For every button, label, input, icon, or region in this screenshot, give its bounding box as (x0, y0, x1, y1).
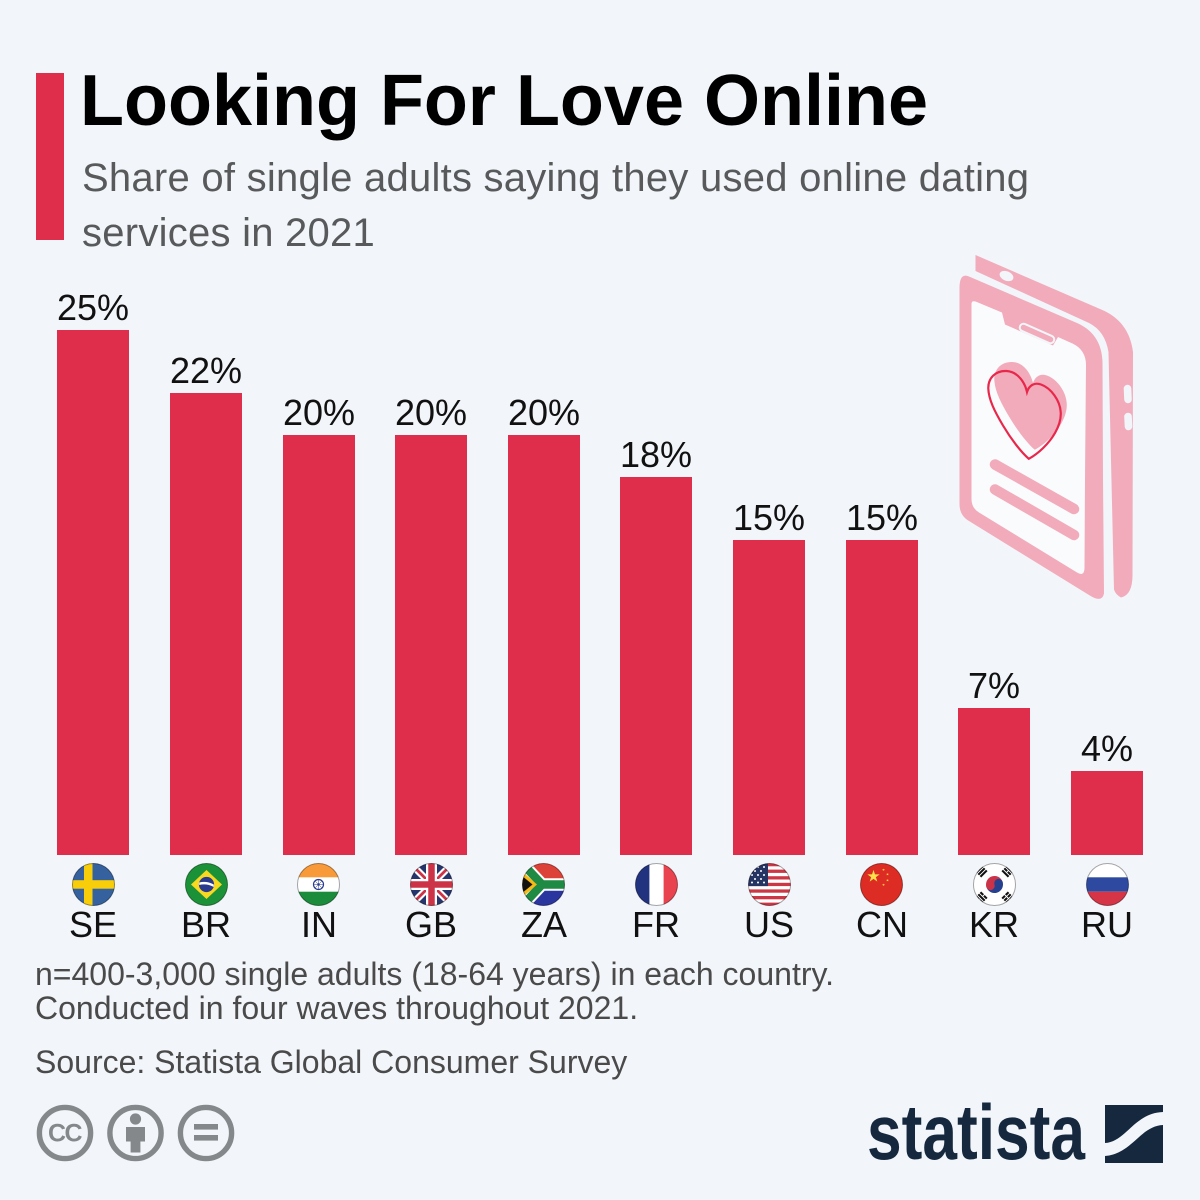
svg-text:CC: CC (48, 1120, 83, 1148)
svg-text:statista: statista (867, 1090, 1085, 1176)
